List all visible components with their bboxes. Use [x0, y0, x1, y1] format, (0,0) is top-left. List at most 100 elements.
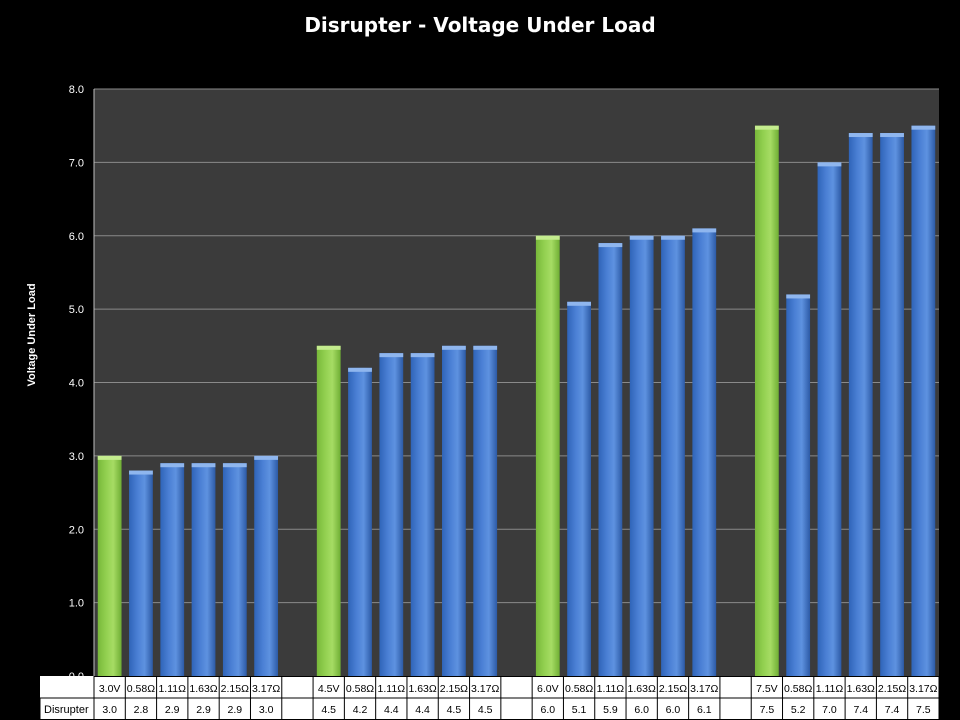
value-label: 4.5	[447, 704, 462, 716]
reference-bar	[97, 455, 122, 676]
value-label: 4.4	[384, 704, 399, 716]
value-label: 3.0	[259, 704, 274, 716]
bar-cap	[754, 125, 779, 130]
bar-cap	[254, 455, 279, 460]
bar-cap	[880, 133, 904, 138]
bar-body	[848, 133, 873, 676]
y-tick-label: 5.0	[69, 304, 84, 316]
reference-bar	[535, 235, 560, 676]
value-label: 7.5	[760, 704, 775, 716]
bar-body	[629, 235, 654, 676]
category-label: 1.11Ω	[378, 683, 406, 695]
table-row-header: Disrupter	[44, 704, 89, 716]
value-label: 7.0	[822, 704, 837, 716]
category-label: 3.17Ω	[471, 683, 499, 695]
reference-bar	[316, 345, 341, 676]
bar-cap	[598, 243, 623, 248]
bar-body	[316, 345, 341, 676]
value-label: 6.1	[697, 704, 712, 716]
category-label: 0.58Ω	[565, 683, 593, 695]
bar-body	[754, 125, 779, 676]
bar-cap	[629, 235, 654, 240]
value-label: 4.2	[353, 704, 368, 716]
category-label: 1.11Ω	[158, 683, 186, 695]
bar-cap	[848, 133, 873, 138]
bar-body	[254, 455, 279, 676]
bar-body	[160, 463, 185, 676]
chart-title: Disrupter - Voltage Under Load	[304, 13, 655, 37]
value-label: 4.4	[415, 704, 430, 716]
load-bar	[629, 235, 654, 676]
bar-body	[786, 294, 811, 676]
value-label: 5.1	[572, 704, 587, 716]
bar-body	[191, 463, 216, 676]
bar-cap	[692, 228, 717, 233]
load-bar	[442, 345, 466, 676]
bar-body	[410, 353, 435, 676]
bar-body	[535, 235, 560, 676]
bar-body	[661, 235, 685, 676]
value-label: 6.0	[666, 704, 681, 716]
category-label: 2.15Ω	[878, 683, 906, 695]
bar-body	[567, 301, 591, 676]
bar-cap	[911, 125, 936, 130]
bar-cap	[97, 455, 122, 460]
value-label: 4.5	[478, 704, 493, 716]
value-label: 7.5	[916, 704, 931, 716]
category-label: 3.0V	[99, 683, 121, 695]
value-label: 5.9	[603, 704, 618, 716]
bar-cap	[410, 353, 435, 358]
load-bar	[410, 353, 435, 676]
load-bar	[222, 463, 247, 676]
bar-cap	[473, 345, 498, 350]
bar-body	[379, 353, 404, 676]
load-bar	[911, 125, 936, 676]
value-label: 3.0	[102, 704, 117, 716]
category-label: 3.17Ω	[252, 683, 280, 695]
category-label: 1.63Ω	[189, 683, 217, 695]
bar-body	[817, 162, 842, 676]
value-label: 2.9	[228, 704, 243, 716]
load-bar	[848, 133, 873, 676]
bar-cap	[567, 301, 591, 306]
value-label: 2.9	[196, 704, 211, 716]
category-label: 0.58Ω	[346, 683, 374, 695]
reference-bar	[754, 125, 779, 676]
y-tick-label: 3.0	[69, 451, 84, 463]
bar-cap	[535, 235, 560, 240]
bar-cap	[129, 470, 153, 475]
bar-body	[222, 463, 247, 676]
y-tick-label: 7.0	[69, 157, 84, 169]
bar-body	[880, 133, 904, 676]
category-label: 6.0V	[537, 683, 559, 695]
data-table: Disrupter 3.0V 3.0 0.58Ω 2.8 1.11Ω 2.9 1.63Ω 2.9…	[39, 676, 940, 719]
bar-cap	[817, 162, 842, 167]
load-bar	[567, 301, 591, 676]
value-label: 2.8	[134, 704, 149, 716]
bar-body	[911, 125, 936, 676]
value-label: 5.2	[791, 704, 806, 716]
load-bar	[254, 455, 279, 676]
load-bar	[692, 228, 717, 676]
y-tick-label: 8.0	[69, 84, 84, 96]
category-label: 1.63Ω	[847, 683, 875, 695]
load-bar	[348, 367, 372, 676]
bar-cap	[442, 345, 466, 350]
y-tick-label: 4.0	[69, 378, 84, 390]
category-label: 2.15Ω	[221, 683, 249, 695]
y-tick-label: 1.0	[69, 598, 84, 610]
load-bar	[160, 463, 185, 676]
load-bar	[129, 470, 153, 676]
load-bar	[191, 463, 216, 676]
category-label: 4.5V	[318, 683, 340, 695]
bar-cap	[661, 235, 685, 240]
bar-cap	[316, 345, 341, 350]
category-label: 1.63Ω	[628, 683, 656, 695]
load-bar	[598, 243, 623, 676]
bar-cap	[348, 367, 372, 372]
value-label: 7.4	[885, 704, 900, 716]
bar-cap	[160, 463, 185, 468]
bar-body	[97, 455, 122, 676]
bar-cap	[379, 353, 404, 358]
